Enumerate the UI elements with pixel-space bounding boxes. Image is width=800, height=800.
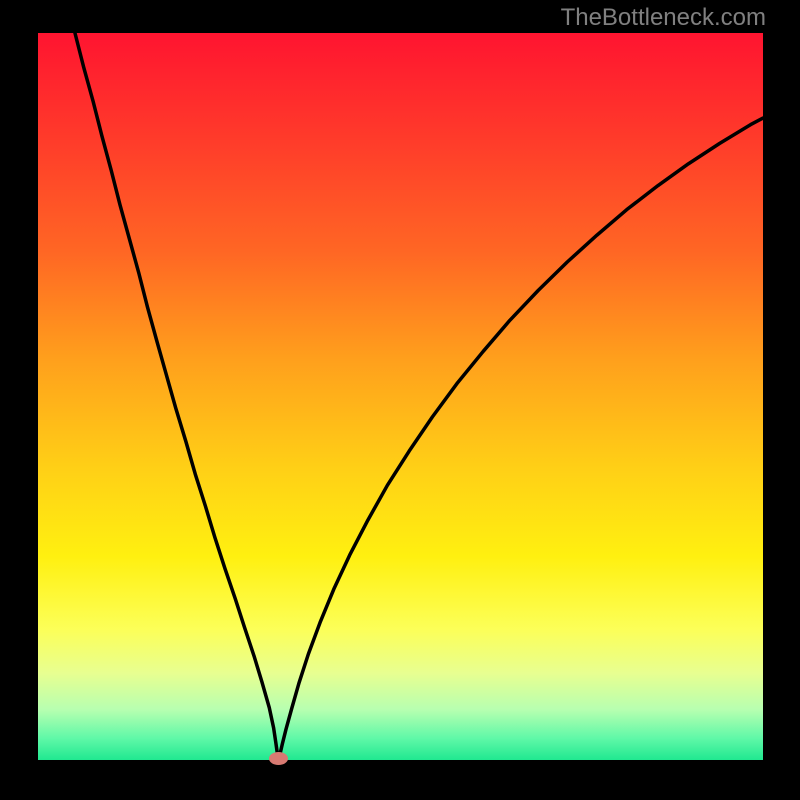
plot-background [38,33,763,760]
chart-svg [0,0,800,800]
chart-container: TheBottleneck.com [0,0,800,800]
watermark-text: TheBottleneck.com [561,4,766,32]
